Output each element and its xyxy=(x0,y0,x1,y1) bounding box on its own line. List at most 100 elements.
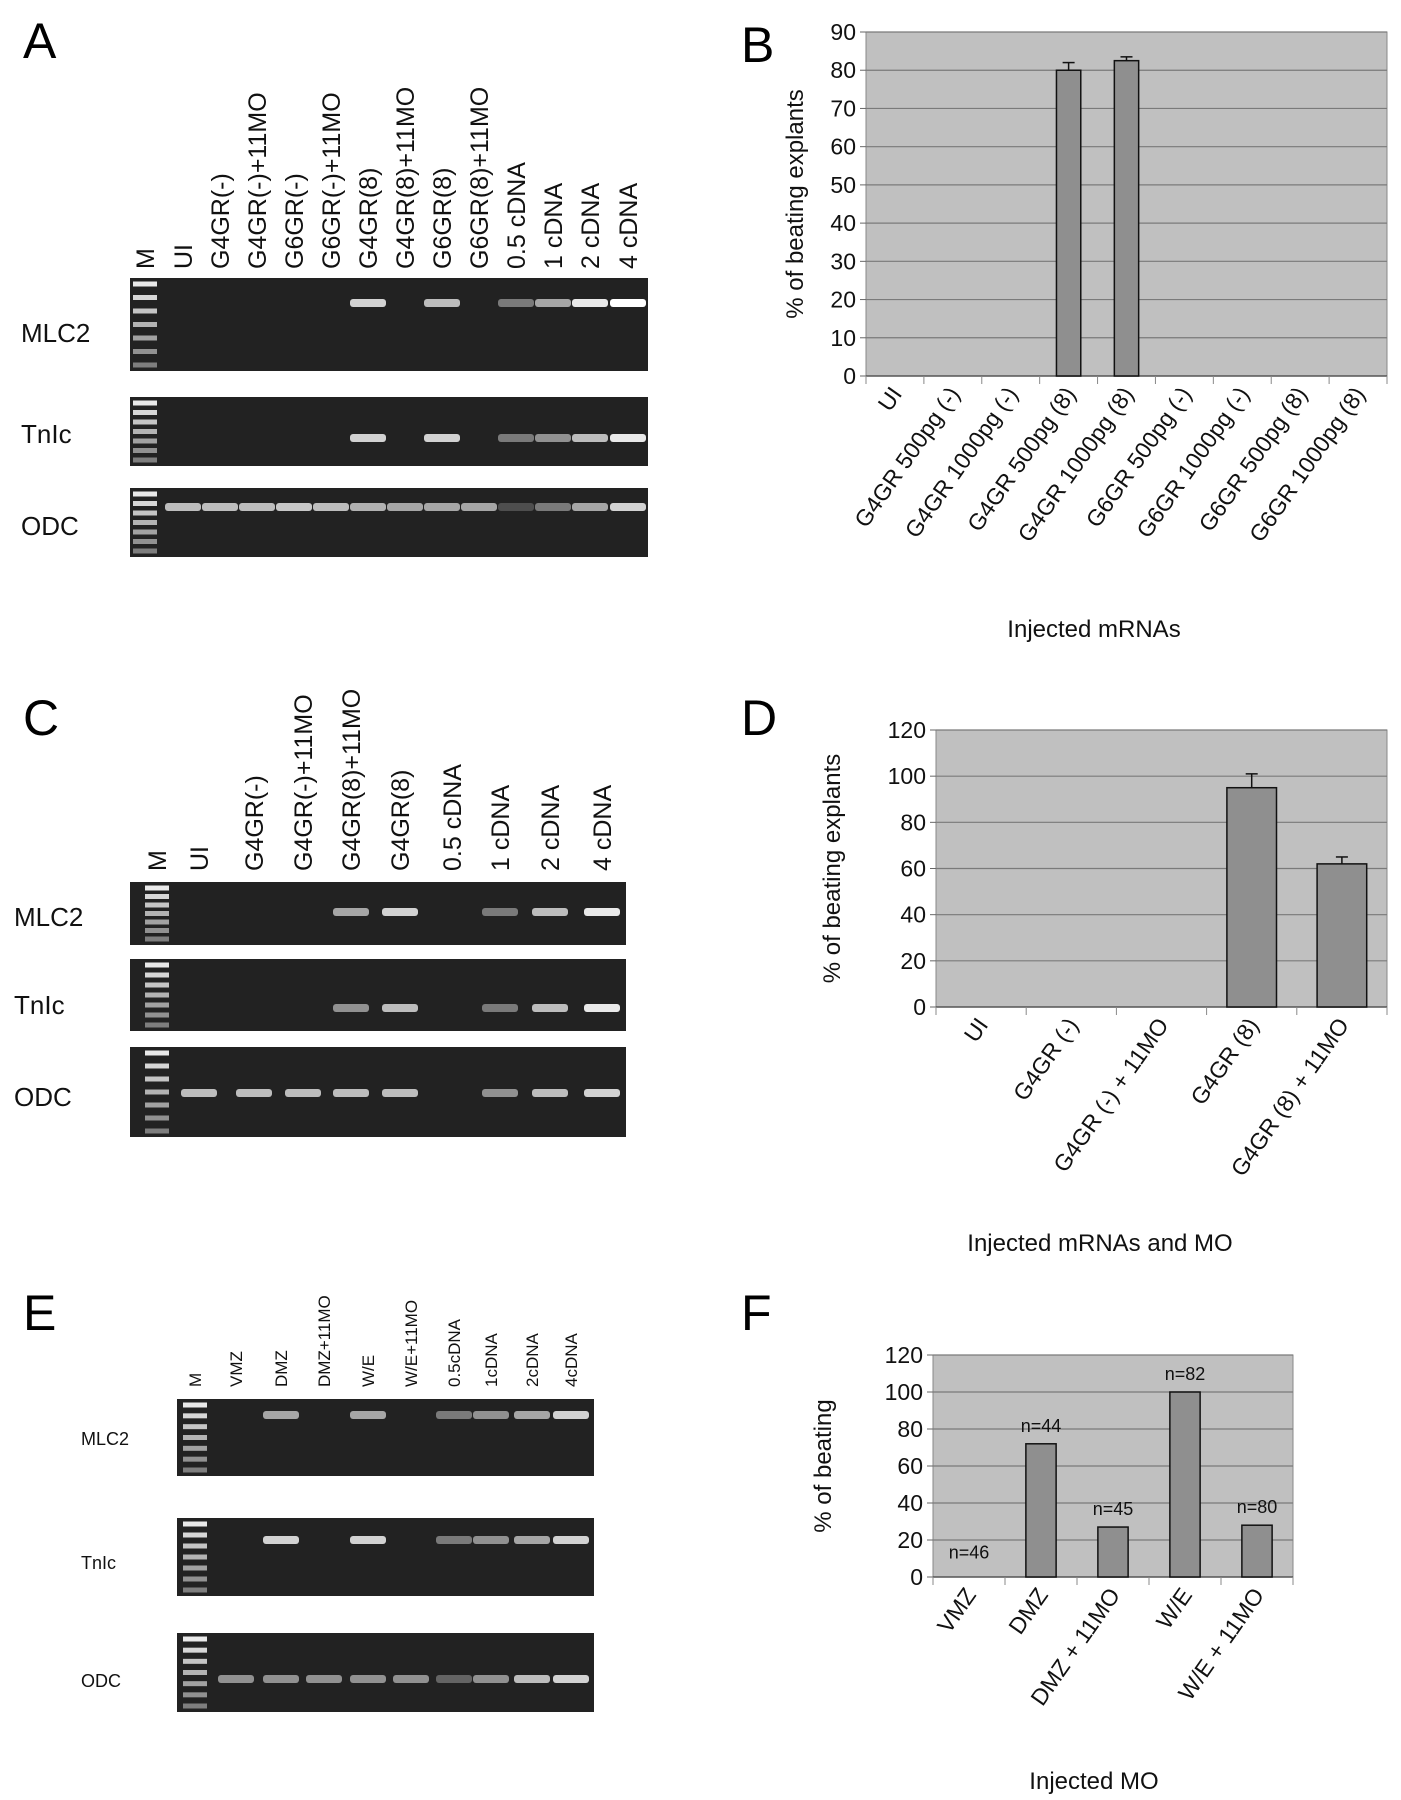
gel-a-odc xyxy=(130,488,648,557)
chart-d-ytick-label: 100 xyxy=(888,763,926,789)
chart-d-category-label: G4GR (-) xyxy=(1008,1013,1084,1105)
chart-f-data-label: n=80 xyxy=(1237,1497,1278,1517)
gel-band xyxy=(498,299,534,307)
gel-e-row-label: MLC2 xyxy=(81,1429,129,1449)
gel-band xyxy=(572,299,608,307)
gel-a-lane-label: G4GR(-)+11MO xyxy=(244,92,272,269)
chart-f-ylabel: % of beating xyxy=(810,1399,837,1532)
chart-f-data-label: n=44 xyxy=(1021,1416,1062,1436)
ladder-band xyxy=(133,520,157,525)
chart-b-ytick-label: 60 xyxy=(830,134,856,160)
chart-f-ytick-label: 0 xyxy=(910,1564,923,1590)
gel-a-lane-label: G4GR(8)+11MO xyxy=(392,87,420,269)
panel-label-c: C xyxy=(23,690,59,746)
gel-band xyxy=(572,503,608,511)
gel-a-lane-label: 1 cDNA xyxy=(540,183,568,269)
gel-a-lane-label: UI xyxy=(170,244,198,269)
ladder-band xyxy=(145,936,169,942)
ladder-band xyxy=(133,419,157,425)
gel-band xyxy=(535,299,571,307)
ladder-band xyxy=(145,885,169,891)
chart-d-ytick-label: 40 xyxy=(900,902,926,928)
chart-b-ytick-label: 90 xyxy=(830,19,856,45)
chart-b-ytick-label: 10 xyxy=(830,325,856,351)
gel-e-lane-label: 0.5cDNA xyxy=(445,1318,464,1387)
gel-c-lane-label: 2 cDNA xyxy=(537,785,565,871)
gel-c-lane-label: G4GR(-) xyxy=(241,775,269,871)
chart-d-ytick-label: 120 xyxy=(888,717,926,743)
gel-band xyxy=(285,1089,321,1097)
chart-d-bar xyxy=(1316,863,1368,1008)
ladder-band xyxy=(145,1128,169,1134)
ladder-band xyxy=(133,281,157,287)
ladder-band xyxy=(183,1587,207,1593)
gel-e-lane-label: W/E xyxy=(359,1355,378,1387)
gel-band xyxy=(350,434,386,442)
ladder-band xyxy=(133,400,157,406)
ladder-band xyxy=(183,1670,207,1675)
gel-a-row-label: TnIc xyxy=(21,419,72,449)
gel-e-lane-label: DMZ+11MO xyxy=(315,1295,334,1387)
gel-a-row-label: MLC2 xyxy=(21,318,90,348)
chart-b-category-label: G4GR 500pg (-) xyxy=(849,382,965,532)
gel-band xyxy=(236,1089,272,1097)
gel-a-mlc2 xyxy=(130,278,648,371)
gel-e-lane-label: 2cDNA xyxy=(523,1332,542,1387)
ladder-band xyxy=(133,349,157,354)
chart-b-ytick-label: 50 xyxy=(830,172,856,198)
ladder-band xyxy=(145,1102,169,1108)
ladder-band xyxy=(133,429,157,434)
chart-f-category-label: VMZ xyxy=(932,1583,981,1638)
ladder-band xyxy=(183,1681,207,1687)
chart-d-category-label: UI xyxy=(959,1013,993,1047)
gel-e-lane-label: 4cDNA xyxy=(562,1332,581,1387)
gel-a-lane-label: G6GR(8)+11MO xyxy=(466,87,494,269)
gel-band xyxy=(610,299,646,307)
ladder-band xyxy=(133,457,157,463)
ladder-band xyxy=(183,1554,207,1560)
gel-band xyxy=(239,503,275,511)
ladder-band xyxy=(145,919,169,925)
ladder-band xyxy=(145,894,169,899)
ladder-band xyxy=(183,1467,207,1473)
chart-b-ytick-label: 30 xyxy=(830,248,856,274)
panel-label-a: A xyxy=(23,13,57,69)
gel-band xyxy=(473,1675,509,1683)
gel-band xyxy=(202,503,238,511)
gel-band xyxy=(482,908,518,916)
chart-b-ytick-label: 70 xyxy=(830,95,856,121)
gel-band xyxy=(333,1089,369,1097)
ladder-band xyxy=(183,1565,207,1571)
gel-a-lane-label: G4GR(8) xyxy=(355,168,383,269)
ladder-band xyxy=(183,1532,207,1538)
chart-b-ylabel: % of beating explants xyxy=(782,89,809,319)
gel-e-mlc2 xyxy=(177,1399,594,1476)
ladder-band xyxy=(183,1658,207,1664)
chart-f-data-label: n=45 xyxy=(1093,1499,1134,1519)
gel-band xyxy=(498,434,534,442)
ladder-band xyxy=(183,1543,207,1549)
ladder-band xyxy=(145,1012,169,1018)
ladder-band xyxy=(145,902,169,908)
gel-c-lane-label: G4GR(8)+11MO xyxy=(338,689,366,871)
chart-b-xlabel: Injected mRNAs xyxy=(1007,616,1180,643)
gel-c-lane-label: G4GR(-)+11MO xyxy=(290,694,318,871)
gel-band xyxy=(461,503,497,511)
gel-a-lane-label: G6GR(8) xyxy=(429,168,457,269)
gel-band xyxy=(553,1411,589,1419)
gel-c-row-label: ODC xyxy=(14,1082,72,1112)
gel-band xyxy=(584,908,620,916)
gel-a-lane-label: G6GR(-) xyxy=(281,173,309,269)
gel-band xyxy=(514,1536,550,1544)
gel-a-lane-label: 0.5 cDNA xyxy=(503,162,531,269)
chart-f-ytick-label: 20 xyxy=(897,1527,923,1553)
ladder-band xyxy=(183,1576,207,1582)
chart-d-xlabel: Injected mRNAs and MO xyxy=(967,1230,1232,1257)
ladder-band xyxy=(145,972,169,978)
ladder-band xyxy=(183,1692,207,1698)
gel-band xyxy=(498,503,534,511)
ladder-band xyxy=(133,448,157,453)
panel-label-e: E xyxy=(23,1285,56,1341)
gel-e-row-label: ODC xyxy=(81,1671,121,1691)
